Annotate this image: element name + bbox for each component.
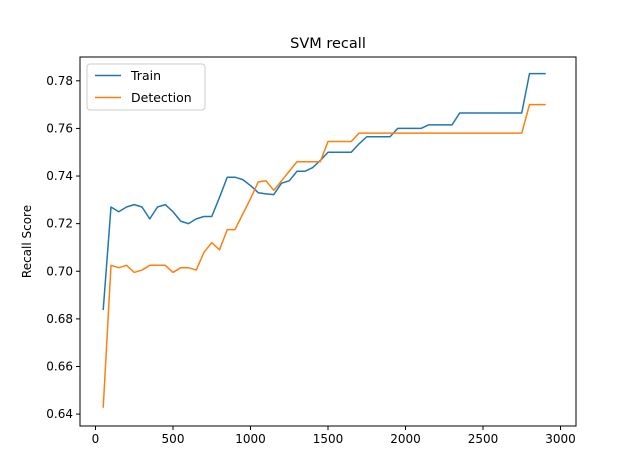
legend-label-train: Train <box>130 68 161 83</box>
y-tick-label: 0.78 <box>46 74 73 88</box>
y-tick-label: 0.64 <box>46 407 73 421</box>
y-tick-label: 0.74 <box>46 169 73 183</box>
y-tick-label: 0.76 <box>46 121 73 135</box>
plot-area <box>102 72 546 408</box>
y-axis-label: Recall Score <box>20 205 34 278</box>
series-line-detection <box>102 103 546 408</box>
series-line-train <box>102 72 546 311</box>
legend-label-detection: Detection <box>131 90 192 105</box>
x-tick-label: 3000 <box>545 432 576 446</box>
legend: Train Detection <box>86 63 206 111</box>
x-tick-label: 2500 <box>468 432 499 446</box>
y-tick-label: 0.68 <box>46 312 73 326</box>
x-tick-label: 0 <box>92 432 100 446</box>
y-tick-label: 0.66 <box>46 359 73 373</box>
y-tick-label: 0.72 <box>46 217 73 231</box>
x-tick-label: 500 <box>162 432 185 446</box>
x-tick-label: 2000 <box>390 432 421 446</box>
y-axis: 0.64 0.66 0.68 0.70 0.72 0.74 0.76 0.78 <box>46 74 80 421</box>
x-tick-label: 1000 <box>235 432 266 446</box>
y-tick-label: 0.70 <box>46 264 73 278</box>
x-tick-label: 1500 <box>313 432 344 446</box>
chart-title: SVM recall <box>290 36 366 52</box>
x-axis: 0 500 1000 1500 2000 2500 3000 <box>92 426 576 446</box>
